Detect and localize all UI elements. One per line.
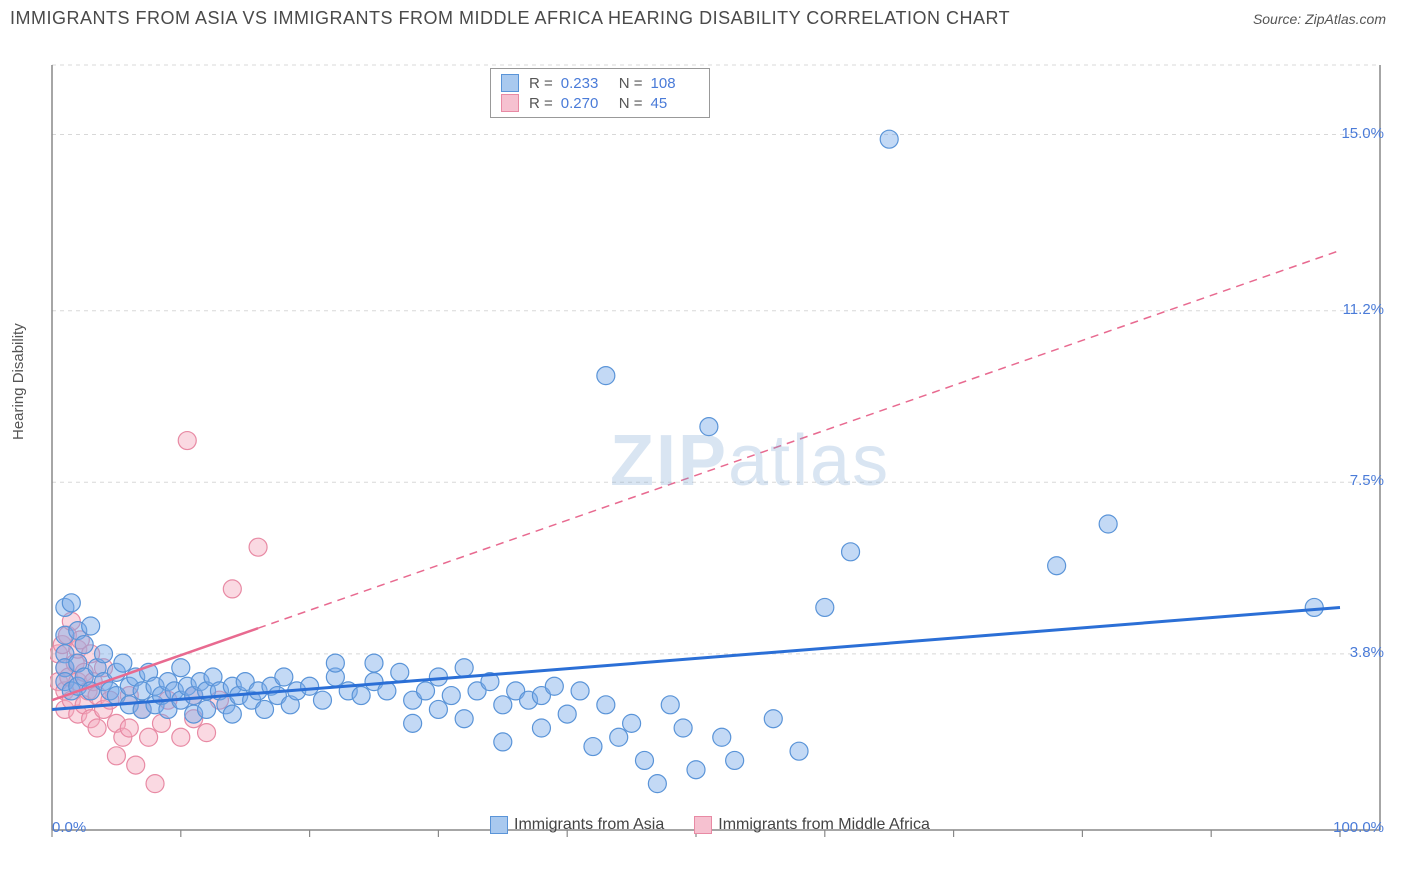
chart-area: ZIPatlas R = 0.233 N = 108 R = 0.270 N =… — [50, 40, 1390, 840]
swatch-mafrica — [501, 94, 519, 112]
n-value-mafrica: 45 — [651, 95, 699, 112]
legend-item-mafrica: Immigrants from Middle Africa — [694, 816, 930, 834]
chart-title: IMMIGRANTS FROM ASIA VS IMMIGRANTS FROM … — [10, 8, 1010, 29]
legend-label-asia: Immigrants from Asia — [514, 816, 664, 834]
swatch-mafrica-icon — [694, 816, 712, 834]
legend-correlation: R = 0.233 N = 108 R = 0.270 N = 45 — [490, 68, 710, 118]
legend-item-asia: Immigrants from Asia — [490, 816, 664, 834]
n-value-asia: 108 — [651, 75, 699, 92]
x-tick-max: 100.0% — [1333, 819, 1384, 836]
r-value-asia: 0.233 — [561, 75, 609, 92]
legend-row-asia: R = 0.233 N = 108 — [501, 73, 699, 93]
r-value-mafrica: 0.270 — [561, 95, 609, 112]
source-label: Source: ZipAtlas.com — [1253, 11, 1386, 27]
y-tick-label: 11.2% — [1343, 301, 1384, 318]
swatch-asia-icon — [490, 816, 508, 834]
legend-row-mafrica: R = 0.270 N = 45 — [501, 93, 699, 113]
scatter-plot — [50, 40, 1390, 840]
y-tick-label: 3.8% — [1350, 644, 1384, 661]
swatch-asia — [501, 74, 519, 92]
legend-label-mafrica: Immigrants from Middle Africa — [718, 816, 930, 834]
y-axis-label: Hearing Disability — [10, 323, 27, 440]
y-tick-label: 15.0% — [1341, 125, 1384, 142]
x-tick-min: 0.0% — [52, 819, 86, 836]
legend-series: Immigrants from Asia Immigrants from Mid… — [490, 816, 930, 834]
y-tick-label: 7.5% — [1350, 472, 1384, 489]
